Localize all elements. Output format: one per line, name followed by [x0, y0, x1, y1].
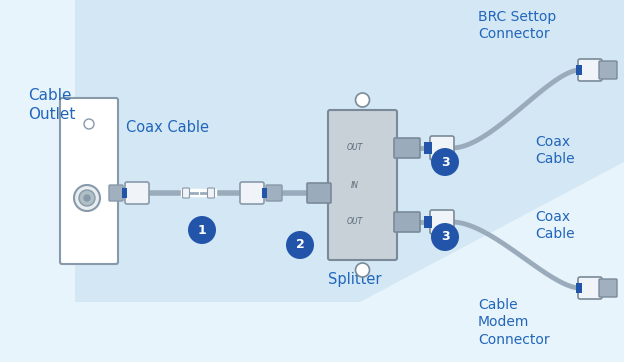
Circle shape	[356, 263, 369, 277]
Circle shape	[431, 223, 459, 251]
FancyBboxPatch shape	[599, 61, 617, 79]
FancyBboxPatch shape	[578, 277, 602, 299]
Text: Cable
Modem
Connector: Cable Modem Connector	[478, 298, 550, 346]
Text: IN: IN	[351, 181, 359, 189]
FancyBboxPatch shape	[266, 185, 282, 201]
FancyBboxPatch shape	[115, 188, 127, 198]
FancyBboxPatch shape	[240, 182, 264, 204]
FancyBboxPatch shape	[125, 182, 149, 204]
Bar	[262, 188, 267, 198]
FancyBboxPatch shape	[60, 98, 118, 264]
Circle shape	[84, 195, 90, 201]
Text: 2: 2	[296, 239, 305, 252]
Circle shape	[431, 148, 459, 176]
FancyBboxPatch shape	[109, 185, 123, 201]
Text: OUT: OUT	[346, 143, 363, 152]
FancyBboxPatch shape	[182, 188, 190, 198]
Text: OUT: OUT	[346, 218, 363, 227]
FancyBboxPatch shape	[208, 188, 215, 198]
FancyBboxPatch shape	[430, 210, 454, 234]
Circle shape	[74, 185, 100, 211]
Circle shape	[286, 231, 314, 259]
Circle shape	[356, 93, 369, 107]
Text: 3: 3	[441, 231, 449, 244]
Text: Coax Cable: Coax Cable	[127, 120, 210, 135]
Circle shape	[79, 190, 95, 206]
Text: Cable
Outlet: Cable Outlet	[28, 88, 76, 122]
FancyBboxPatch shape	[430, 136, 454, 160]
Bar	[576, 65, 582, 75]
Circle shape	[188, 216, 216, 244]
FancyBboxPatch shape	[307, 183, 331, 203]
Polygon shape	[75, 0, 624, 302]
Bar	[424, 142, 432, 154]
Bar	[576, 283, 582, 293]
FancyBboxPatch shape	[328, 110, 397, 260]
Text: 3: 3	[441, 156, 449, 168]
Text: Coax
Cable: Coax Cable	[535, 135, 575, 166]
Text: Splitter: Splitter	[328, 272, 382, 287]
Bar	[122, 188, 127, 198]
FancyBboxPatch shape	[394, 212, 420, 232]
Circle shape	[84, 119, 94, 129]
Bar	[424, 216, 432, 228]
Text: BRC Settop
Connector: BRC Settop Connector	[478, 10, 556, 41]
Text: 1: 1	[198, 223, 207, 236]
FancyBboxPatch shape	[394, 138, 420, 158]
Text: Coax
Cable: Coax Cable	[535, 210, 575, 241]
FancyBboxPatch shape	[599, 279, 617, 297]
FancyBboxPatch shape	[578, 59, 602, 81]
